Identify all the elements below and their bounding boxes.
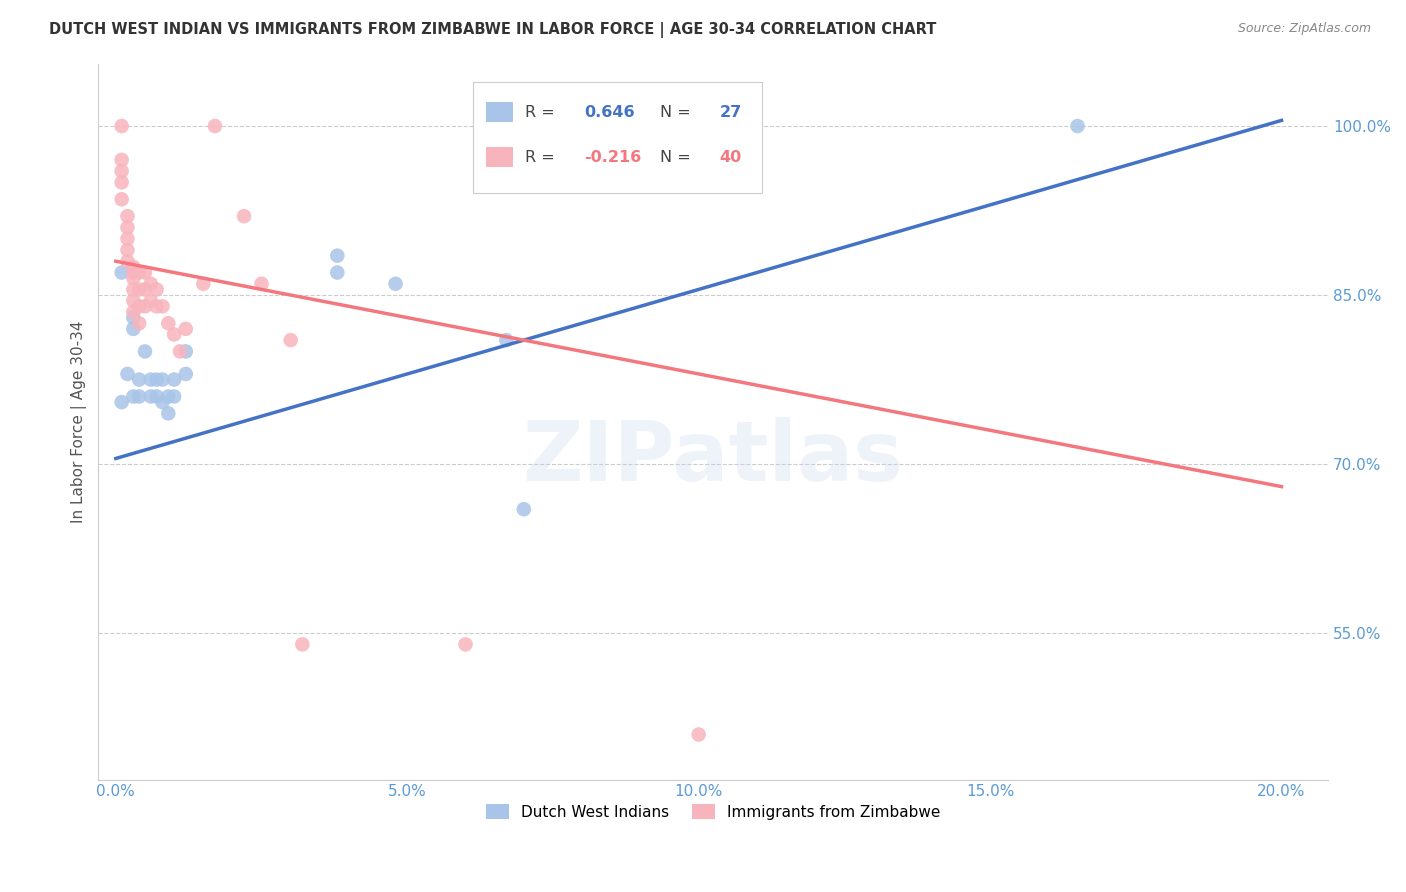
Point — [291, 637, 314, 651]
Point — [145, 282, 167, 296]
Text: ZIPatlas: ZIPatlas — [523, 417, 904, 498]
Point — [174, 344, 197, 359]
Point — [111, 175, 134, 189]
Point — [134, 299, 156, 313]
Text: R =: R = — [524, 150, 560, 165]
Point — [128, 282, 150, 296]
Point — [157, 316, 180, 330]
Point — [326, 249, 349, 263]
Text: 40: 40 — [720, 150, 741, 165]
Point — [139, 373, 162, 387]
Point — [174, 322, 197, 336]
Text: N =: N = — [661, 150, 696, 165]
Point — [117, 254, 139, 268]
Point — [145, 373, 167, 387]
Point — [128, 389, 150, 403]
Point — [117, 367, 139, 381]
Point — [117, 209, 139, 223]
Point — [1066, 119, 1088, 133]
Point — [193, 277, 215, 291]
Point — [384, 277, 406, 291]
Point — [513, 502, 536, 516]
Text: DUTCH WEST INDIAN VS IMMIGRANTS FROM ZIMBABWE IN LABOR FORCE | AGE 30-34 CORRELA: DUTCH WEST INDIAN VS IMMIGRANTS FROM ZIM… — [49, 22, 936, 38]
Point — [111, 395, 134, 409]
Point — [122, 389, 145, 403]
Point — [688, 727, 710, 741]
Point — [250, 277, 273, 291]
Point — [128, 266, 150, 280]
Point — [128, 299, 150, 313]
Point — [326, 266, 349, 280]
Point — [163, 373, 186, 387]
Point — [122, 282, 145, 296]
Point — [122, 260, 145, 274]
FancyBboxPatch shape — [474, 82, 762, 193]
Bar — [485, 147, 513, 167]
Point — [145, 389, 167, 403]
Text: R =: R = — [524, 104, 560, 120]
Point — [122, 310, 145, 325]
Point — [134, 266, 156, 280]
Point — [122, 293, 145, 308]
Point — [117, 243, 139, 257]
Point — [111, 164, 134, 178]
Point — [111, 266, 134, 280]
Point — [152, 395, 174, 409]
Point — [163, 327, 186, 342]
Point — [117, 232, 139, 246]
Point — [139, 293, 162, 308]
Bar — [485, 102, 513, 122]
Point — [128, 373, 150, 387]
Point — [117, 220, 139, 235]
Point — [122, 266, 145, 280]
Text: -0.216: -0.216 — [583, 150, 641, 165]
Point — [157, 389, 180, 403]
Point — [111, 119, 134, 133]
Text: N =: N = — [661, 104, 696, 120]
Point — [122, 322, 145, 336]
Point — [134, 282, 156, 296]
Point — [122, 271, 145, 285]
Point — [204, 119, 226, 133]
Point — [174, 367, 197, 381]
Point — [169, 344, 191, 359]
Point — [280, 333, 302, 347]
Point — [134, 344, 156, 359]
Point — [152, 299, 174, 313]
Point — [128, 316, 150, 330]
Point — [454, 637, 477, 651]
Point — [157, 406, 180, 420]
Point — [122, 305, 145, 319]
Point — [145, 299, 167, 313]
Point — [152, 373, 174, 387]
Text: 0.646: 0.646 — [583, 104, 634, 120]
Point — [139, 389, 162, 403]
Point — [163, 389, 186, 403]
Legend: Dutch West Indians, Immigrants from Zimbabwe: Dutch West Indians, Immigrants from Zimb… — [479, 797, 946, 826]
Point — [111, 153, 134, 167]
Point — [111, 192, 134, 206]
Y-axis label: In Labor Force | Age 30-34: In Labor Force | Age 30-34 — [72, 320, 87, 523]
Text: 27: 27 — [720, 104, 741, 120]
Point — [233, 209, 256, 223]
Text: Source: ZipAtlas.com: Source: ZipAtlas.com — [1237, 22, 1371, 36]
Point — [139, 277, 162, 291]
Point — [495, 333, 517, 347]
